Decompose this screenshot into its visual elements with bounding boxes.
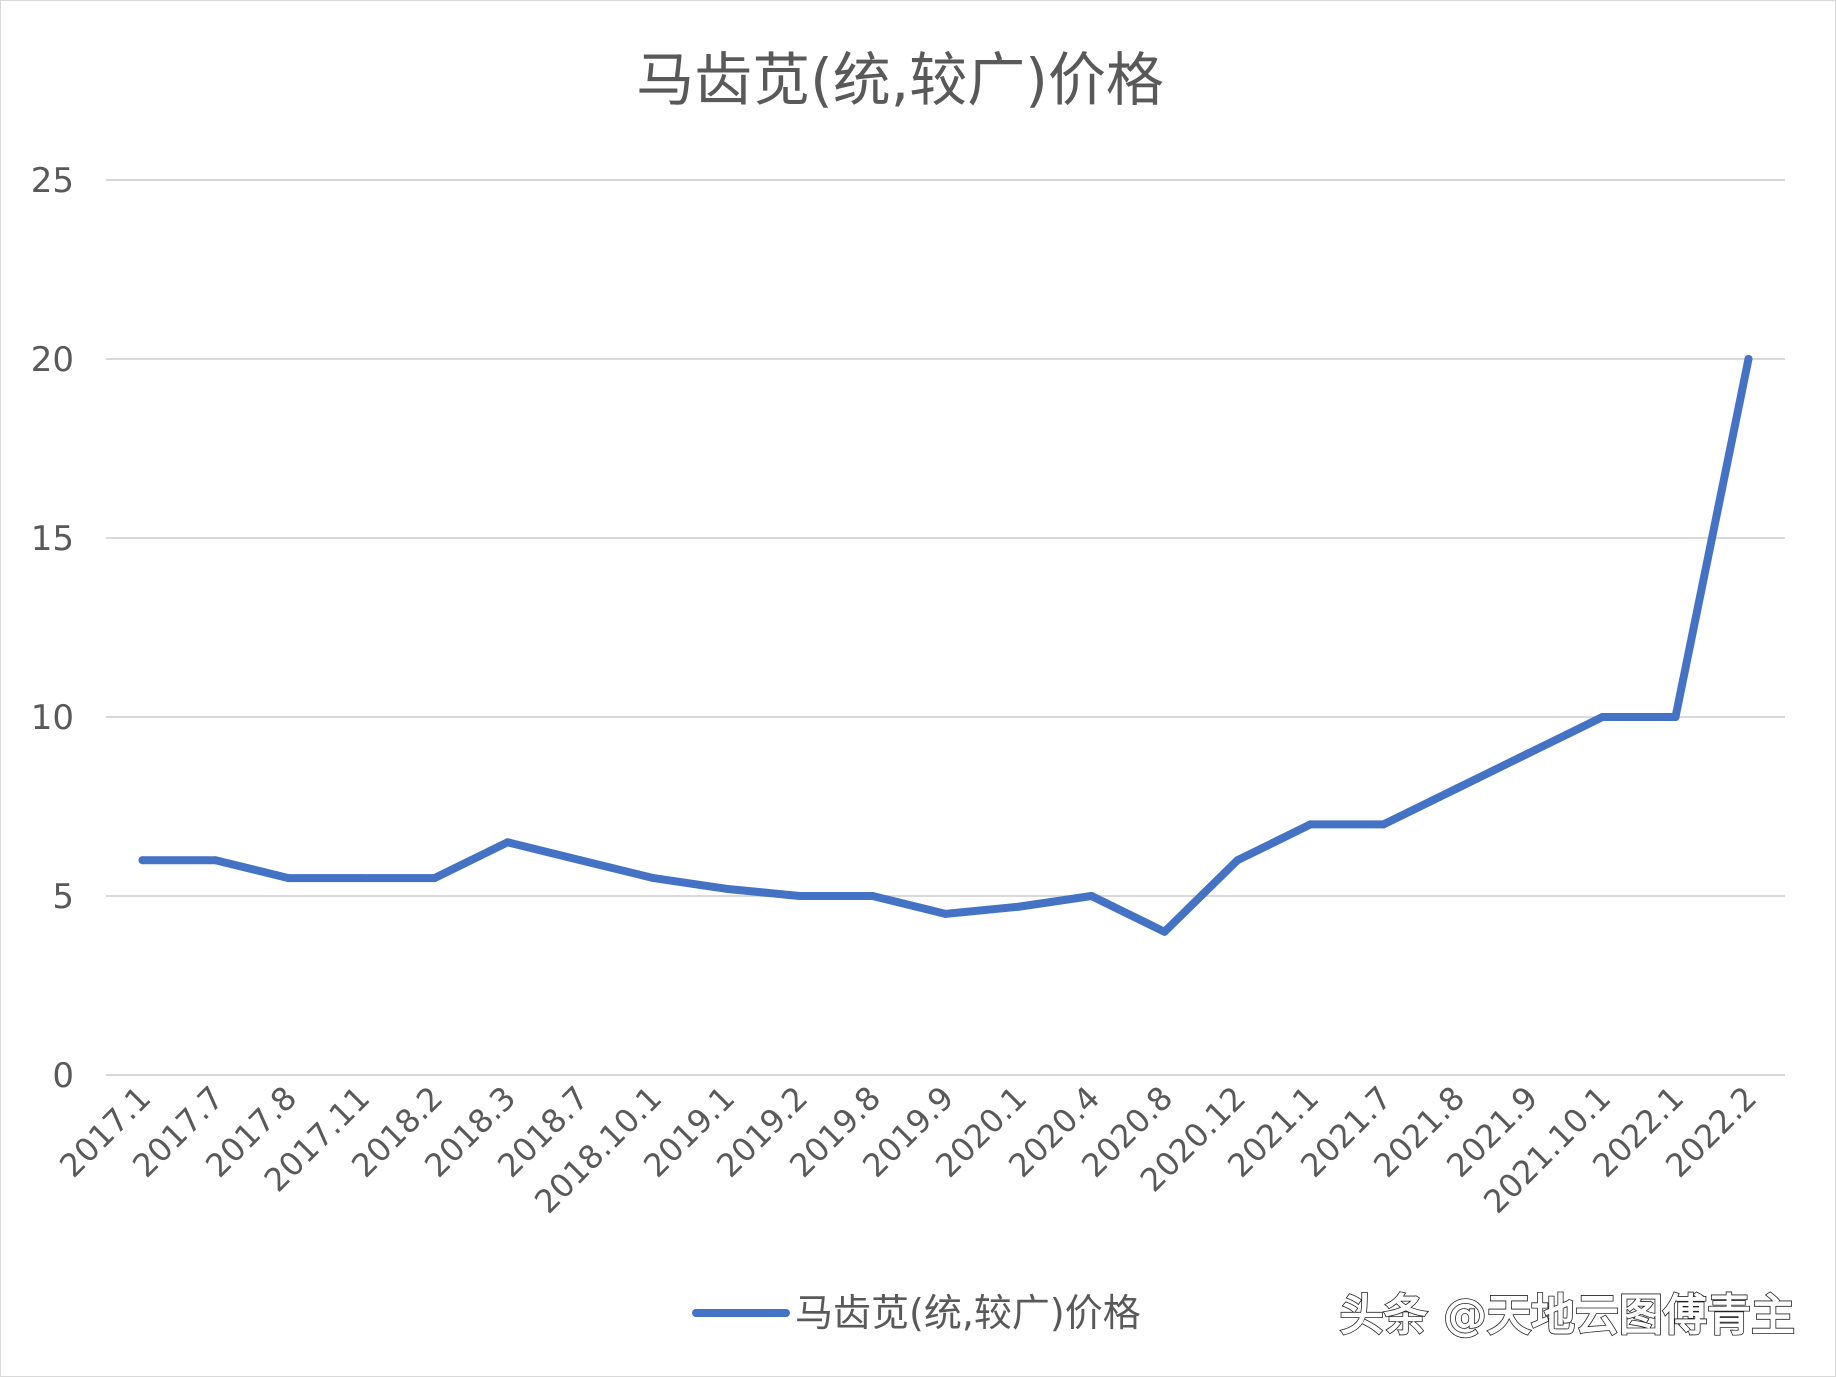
gridlines bbox=[106, 179, 1785, 1076]
y-tick-label: 25 bbox=[31, 161, 74, 201]
watermark: 头条 @天地云图傅青主 bbox=[1340, 1290, 1795, 1341]
y-axis-ticks: 0 5 10 15 20 25 bbox=[31, 161, 74, 1096]
data-point bbox=[1671, 713, 1680, 721]
data-point bbox=[1744, 355, 1753, 363]
legend-label: 马齿苋(统,较广)价格 bbox=[795, 1291, 1141, 1335]
legend[interactable]: 马齿苋(统,较广)价格 bbox=[692, 1291, 1141, 1335]
data-point bbox=[1233, 856, 1242, 865]
data-point bbox=[1525, 748, 1534, 757]
data-point bbox=[211, 856, 220, 865]
y-tick-label: 10 bbox=[31, 698, 74, 738]
data-point bbox=[1087, 892, 1096, 900]
y-tick-label: 20 bbox=[31, 340, 74, 380]
data-point bbox=[430, 874, 439, 883]
data-point bbox=[1452, 784, 1461, 793]
data-point bbox=[1160, 927, 1169, 936]
y-tick-label: 0 bbox=[52, 1056, 74, 1096]
chart-title: 马齿苋(统,较广)价格 bbox=[636, 46, 1164, 114]
data-point bbox=[1014, 902, 1023, 911]
data-point bbox=[138, 856, 147, 865]
data-point bbox=[576, 856, 585, 865]
data-point bbox=[503, 838, 512, 847]
y-tick-label: 15 bbox=[31, 519, 74, 559]
data-point bbox=[1598, 713, 1607, 721]
data-point bbox=[1379, 820, 1388, 829]
series-line[interactable] bbox=[138, 355, 1753, 936]
data-point bbox=[941, 909, 950, 918]
data-point bbox=[722, 884, 731, 893]
data-point bbox=[284, 874, 293, 883]
data-point bbox=[357, 874, 366, 883]
data-point bbox=[1306, 820, 1315, 829]
data-point bbox=[795, 892, 804, 900]
y-tick-label: 5 bbox=[52, 877, 74, 917]
data-point bbox=[868, 892, 877, 900]
series-layer bbox=[138, 355, 1753, 936]
x-axis-ticks: 2017.12017.72017.82017.112018.22018.3201… bbox=[52, 1079, 1764, 1221]
data-point bbox=[649, 874, 658, 883]
